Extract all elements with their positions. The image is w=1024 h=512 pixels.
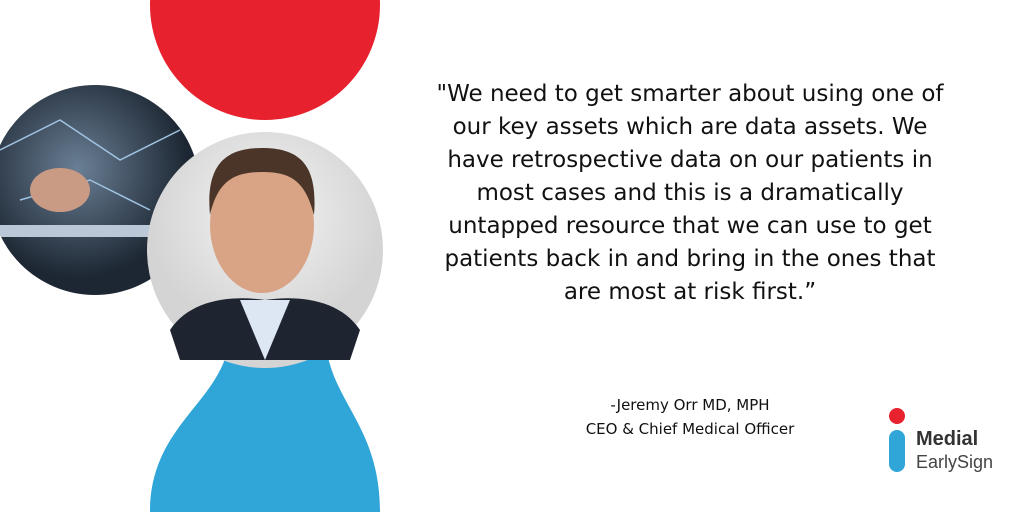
author: -Jeremy Orr MD, MPH CEO & Chief Medical … (490, 393, 890, 441)
quote-line: our key assets which are data assets. We (452, 114, 928, 140)
quote-line: are most at risk first.” (563, 279, 817, 305)
quote: "We need to get smarter about using one … (400, 78, 980, 309)
quote-line: untapped resource that we can use to get (448, 213, 932, 239)
quote-line: patients back in and bring in the ones t… (444, 246, 936, 272)
quote-line: "We need to get smarter about using one … (436, 81, 944, 107)
quote-line: most cases and this is a dramatically (476, 180, 904, 206)
author-role: CEO & Chief Medical Officer (585, 420, 795, 438)
author-name: -Jeremy Orr MD, MPH (610, 396, 770, 414)
logo-name: Medial (916, 428, 979, 450)
red-circle (150, 0, 380, 120)
logo-sub: EarlySign (916, 452, 994, 472)
blue-shape (150, 330, 380, 512)
quote-line: have retrospective data on our patients … (447, 147, 933, 173)
